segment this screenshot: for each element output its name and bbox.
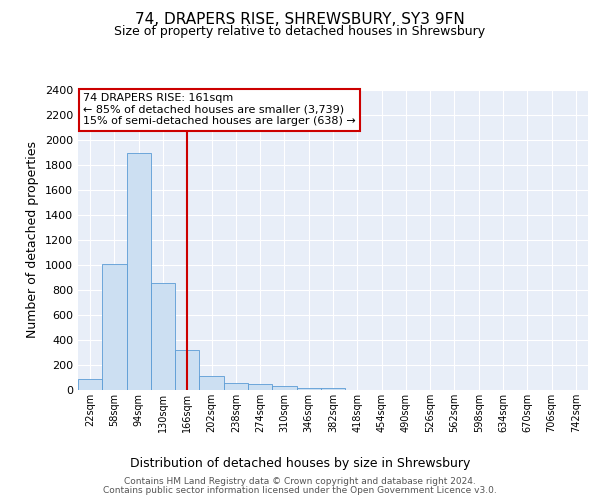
Text: Distribution of detached houses by size in Shrewsbury: Distribution of detached houses by size … bbox=[130, 458, 470, 470]
Text: 74, DRAPERS RISE, SHREWSBURY, SY3 9FN: 74, DRAPERS RISE, SHREWSBURY, SY3 9FN bbox=[135, 12, 465, 28]
Bar bbox=[224, 383, 248, 390]
Bar bbox=[127, 152, 151, 390]
Y-axis label: Number of detached properties: Number of detached properties bbox=[26, 142, 40, 338]
Bar bbox=[175, 350, 199, 390]
Bar bbox=[272, 386, 296, 390]
Bar bbox=[199, 376, 224, 390]
Text: Size of property relative to detached houses in Shrewsbury: Size of property relative to detached ho… bbox=[115, 25, 485, 38]
Bar bbox=[102, 264, 127, 390]
Text: Contains HM Land Registry data © Crown copyright and database right 2024.: Contains HM Land Registry data © Crown c… bbox=[124, 477, 476, 486]
Text: Contains public sector information licensed under the Open Government Licence v3: Contains public sector information licen… bbox=[103, 486, 497, 495]
Bar bbox=[78, 379, 102, 390]
Bar bbox=[296, 388, 321, 390]
Bar bbox=[151, 282, 175, 390]
Bar bbox=[321, 388, 345, 390]
Text: 74 DRAPERS RISE: 161sqm
← 85% of detached houses are smaller (3,739)
15% of semi: 74 DRAPERS RISE: 161sqm ← 85% of detache… bbox=[83, 93, 356, 126]
Bar bbox=[248, 384, 272, 390]
